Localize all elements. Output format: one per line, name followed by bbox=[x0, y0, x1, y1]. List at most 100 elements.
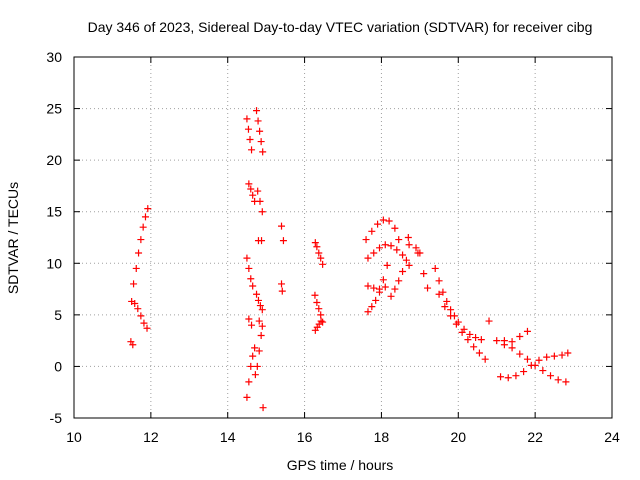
data-point bbox=[278, 280, 286, 288]
data-point bbox=[374, 220, 382, 228]
data-point bbox=[313, 243, 321, 251]
data-point bbox=[508, 344, 516, 352]
grid-lines bbox=[74, 57, 612, 418]
y-axis-title: SDTVAR / TECUs bbox=[5, 182, 21, 294]
data-point bbox=[244, 125, 252, 133]
data-point bbox=[512, 372, 520, 380]
data-point bbox=[134, 305, 142, 313]
series-s14 bbox=[251, 331, 265, 379]
data-point bbox=[254, 187, 262, 195]
data-point bbox=[251, 344, 259, 352]
data-point bbox=[447, 312, 455, 320]
data-point bbox=[258, 208, 266, 216]
data-point bbox=[508, 338, 516, 346]
series-s12 bbox=[255, 317, 266, 330]
series-s23 bbox=[387, 241, 413, 300]
data-point bbox=[364, 282, 372, 290]
data-point bbox=[370, 249, 378, 257]
series-s06 bbox=[245, 180, 259, 205]
data-point bbox=[497, 373, 505, 381]
data-point bbox=[500, 337, 508, 345]
data-point bbox=[472, 334, 480, 342]
data-point bbox=[391, 285, 399, 293]
x-tick-label: 22 bbox=[527, 429, 543, 445]
y-tick-label: 15 bbox=[46, 204, 62, 220]
data-point bbox=[243, 254, 251, 262]
x-tick-label: 12 bbox=[143, 429, 159, 445]
data-point bbox=[246, 136, 254, 144]
data-point bbox=[129, 341, 137, 349]
series-s02 bbox=[128, 297, 151, 332]
data-point bbox=[395, 236, 403, 244]
data-point bbox=[364, 308, 372, 316]
data-point bbox=[439, 288, 447, 296]
data-point bbox=[443, 297, 451, 305]
data-point bbox=[435, 277, 443, 285]
y-tick-label: 10 bbox=[46, 255, 62, 271]
data-point bbox=[141, 213, 149, 221]
data-point bbox=[247, 185, 255, 193]
data-point bbox=[399, 268, 407, 276]
series-s10 bbox=[253, 290, 266, 314]
data-point bbox=[527, 361, 535, 369]
data-point bbox=[256, 302, 264, 310]
data-point bbox=[485, 317, 493, 325]
series-s26 bbox=[435, 290, 489, 363]
data-point bbox=[543, 353, 551, 361]
data-point bbox=[550, 352, 558, 360]
data-point bbox=[319, 260, 327, 268]
series-s16 bbox=[311, 239, 327, 268]
data-point bbox=[140, 319, 148, 327]
data-point bbox=[475, 349, 483, 357]
data-point bbox=[547, 372, 555, 380]
data-point bbox=[243, 115, 251, 123]
data-point bbox=[245, 315, 253, 323]
data-point bbox=[254, 296, 262, 304]
series-s20 bbox=[364, 241, 407, 262]
data-point bbox=[376, 244, 384, 252]
data-point bbox=[372, 296, 380, 304]
data-point bbox=[387, 242, 395, 250]
data-point bbox=[255, 347, 263, 355]
series-s27 bbox=[416, 249, 432, 292]
data-point bbox=[562, 378, 570, 386]
y-tick-label: 0 bbox=[54, 358, 62, 374]
data-point bbox=[523, 327, 531, 335]
x-tick-label: 24 bbox=[604, 429, 620, 445]
data-point bbox=[416, 249, 424, 257]
data-point bbox=[379, 216, 387, 224]
data-point bbox=[435, 290, 443, 298]
series-s18 bbox=[311, 317, 325, 334]
data-point bbox=[257, 138, 265, 146]
x-tick-label: 16 bbox=[297, 429, 313, 445]
data-point bbox=[258, 306, 266, 314]
data-point bbox=[395, 277, 403, 285]
series-s30 bbox=[497, 349, 572, 382]
series-s04 bbox=[243, 115, 256, 154]
data-point bbox=[452, 320, 460, 328]
data-point bbox=[441, 303, 449, 311]
data-point bbox=[539, 367, 547, 375]
data-point bbox=[144, 205, 152, 213]
data-point bbox=[370, 284, 378, 292]
data-point bbox=[258, 322, 266, 330]
data-point bbox=[256, 127, 264, 135]
data-point bbox=[516, 350, 524, 358]
data-series bbox=[127, 107, 572, 412]
data-point bbox=[247, 362, 255, 370]
data-point bbox=[362, 236, 370, 244]
data-point bbox=[381, 241, 389, 249]
series-s09 bbox=[243, 254, 257, 290]
series-s01 bbox=[130, 205, 152, 288]
chart-title: Day 346 of 2023, Sidereal Day-to-day VTE… bbox=[88, 19, 593, 35]
series-s03 bbox=[127, 338, 137, 349]
y-tick-label: 30 bbox=[46, 49, 62, 65]
y-tick-label: -5 bbox=[50, 410, 63, 426]
data-point bbox=[315, 249, 323, 257]
data-point bbox=[249, 191, 257, 199]
data-point bbox=[132, 264, 140, 272]
data-point bbox=[311, 239, 319, 247]
data-point bbox=[470, 343, 478, 351]
data-point bbox=[383, 261, 391, 269]
